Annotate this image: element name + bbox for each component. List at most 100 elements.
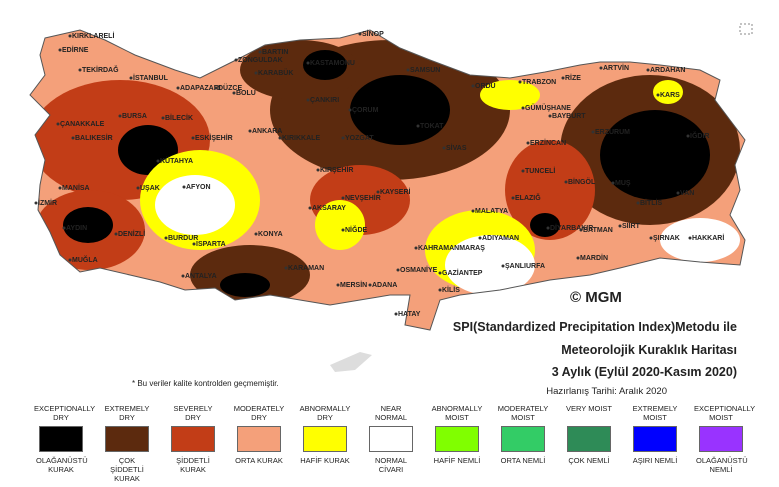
city-label: ESKİŞEHİR [195,134,233,142]
legend-label: VERY MOIST [566,404,612,413]
legend-swatch [699,426,743,452]
city-marker [136,186,140,190]
city-marker [618,224,622,228]
city-label: ERZURUM [595,129,630,136]
city-label: RİZE [565,74,581,82]
city-marker [114,232,118,236]
city-marker [676,191,680,195]
city-marker [564,180,568,184]
city-marker [58,186,62,190]
title: 3 Aylık (Eylül 2020-Kasım 2020) [551,365,737,379]
city-marker [232,91,236,95]
city-marker [546,226,550,230]
city-label: BOLU [236,90,256,97]
city-label: MANİSA [62,184,90,192]
city-marker [471,84,475,88]
city-label: SAMSUN [410,67,440,74]
city-marker [636,201,640,205]
city-marker [254,71,258,75]
city-marker [406,68,410,72]
city-marker [248,129,252,133]
city-marker [656,93,660,97]
legend-swatch [171,426,215,452]
city-marker [478,236,482,240]
copyright: © MGM [570,289,622,306]
city-marker [306,61,310,65]
city-marker [78,68,82,72]
city-marker [192,242,196,246]
legend-label: ÇOK ŞİDDETLİ KURAK [110,456,144,483]
legend-item: SEVERELY DRY ŞİDDETLİ KURAK [160,404,226,483]
city-marker [646,68,650,72]
legend-item: ABNORMALLY MOIST HAFİF NEMLİ [424,404,490,483]
city-label: AFYON [186,184,211,191]
city-label: ADANA [372,282,397,289]
city-label: BALIKESİR [75,134,113,142]
city-marker [561,76,565,80]
legend: EXCEPTIONALLY DRY OLAĞANÜSTÜ KURAK EXTREME… [28,404,758,483]
title: SPI(Standardized Precipitation Index)Met… [452,320,737,334]
city-label: BARTIN [262,49,288,56]
city-label: KASTAMONU [310,60,355,67]
city-label: ISPARTA [196,241,226,248]
legend-label: HAFİF NEMLİ [433,456,481,465]
city-label: SİVAS [446,144,467,152]
drought-areas [30,30,745,330]
city-marker [191,136,195,140]
city-marker [214,86,218,90]
city-marker [521,106,525,110]
legend-swatch [633,426,677,452]
city-label: DÜZCE [218,83,242,92]
legend-label: ABNORMALLY DRY [299,404,351,422]
city-marker [579,228,583,232]
legend-label: OLAĞANÜSTÜ NEMLİ [696,456,748,474]
city-label: ADAPAZARI [180,85,221,92]
legend-item: EXTREMELY DRY ÇOK ŞİDDETLİ KURAK [94,404,160,483]
city-label: TOKAT [420,123,444,130]
city-label: TUNCELİ [525,167,555,175]
city-marker [358,32,362,36]
city-marker [284,266,288,270]
city-label: YOZGAT [345,135,374,142]
city-label: DENİZLİ [118,230,145,238]
city-label: ARTVİN [603,64,629,72]
city-label: MERSİN [340,281,367,289]
city-label: IĞDIR [690,131,709,140]
legend-label: HAFİF KURAK [300,456,350,465]
city-label: SİİRT [622,222,641,230]
city-label: ELAZIĞ [515,193,541,202]
city-marker [308,206,312,210]
city-marker [56,122,60,126]
city-label: HAKKARİ [692,234,724,242]
legend-swatch [39,426,83,452]
city-label: BURSA [122,113,147,120]
legend-swatch [501,426,545,452]
city-label: ORDU [475,83,496,90]
city-label: ERZİNCAN [530,139,566,147]
legend-label: MODERATELY MOIST [497,404,549,422]
city-label: ANKARA [252,128,282,135]
city-marker [161,116,165,120]
legend-label: NORMAL CİVARI [374,456,408,474]
city-label: MARDİN [580,254,608,262]
legend-item: EXCEPTIONALLY DRY OLAĞANÜSTÜ KURAK [28,404,95,483]
city-marker [129,76,133,80]
city-marker [34,201,38,205]
cyprus [330,352,372,372]
city-marker [336,283,340,287]
city-label: ÇANKIRI [310,97,339,104]
city-label: KIRKLARELİ [72,32,114,40]
city-marker [576,256,580,260]
city-marker [521,169,525,173]
city-marker [176,86,180,90]
legend-label: ORTA NEMLİ [500,456,546,465]
city-label: AKSARAY [312,205,346,212]
legend-item: VERY MOIST ÇOK NEMLİ [556,404,622,483]
city-label: KIRIKKALE [282,135,320,142]
note: * Bu veriler kalite kontrolden geçmemişt… [132,379,279,388]
legend-label: MODERATELY DRY [233,404,285,422]
city-label: BİLECİK [165,114,193,122]
legend-swatch [567,426,611,452]
city-label: KIRŞEHİR [320,166,353,174]
city-marker [501,264,505,268]
